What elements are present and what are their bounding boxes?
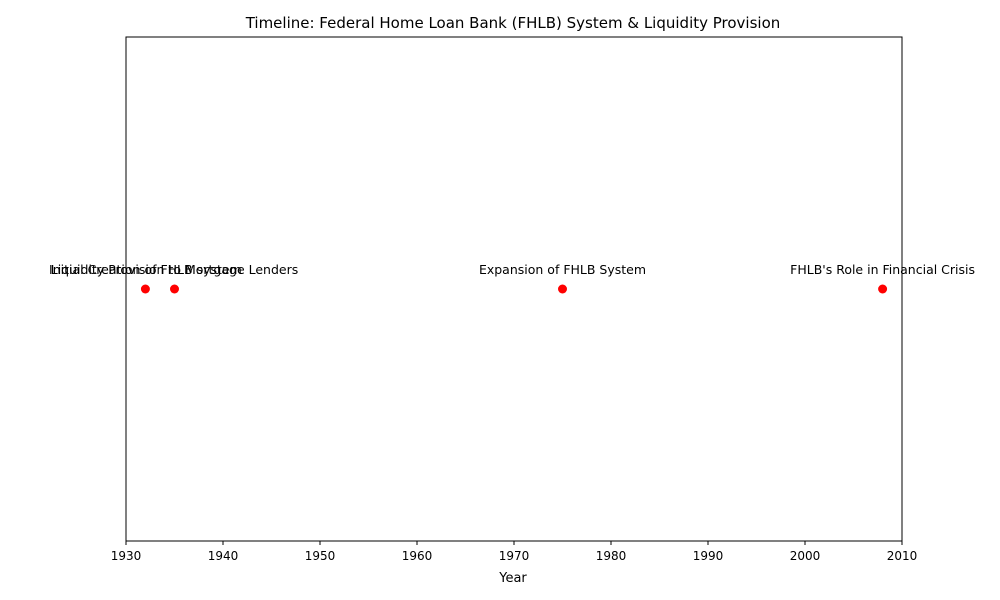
event-marker — [140, 284, 150, 294]
event-label: FHLB's Role in Financial Crisis — [790, 262, 975, 277]
x-tick-label: 2010 — [887, 549, 918, 563]
x-tick-label: 1980 — [596, 549, 627, 563]
event-labels: Initial Creation of FHLB systemLiquidity… — [49, 262, 975, 277]
event-markers — [140, 284, 888, 294]
x-tick-label: 1970 — [499, 549, 530, 563]
x-axis-ticks: 1930 1940 1950 1960 1970 1980 1990 2000 2010 — [111, 541, 918, 563]
x-tick-label: 1930 — [111, 549, 142, 563]
x-tick-label: 1940 — [208, 549, 239, 563]
x-tick-label: 1960 — [402, 549, 433, 563]
x-tick-label: 1990 — [693, 549, 724, 563]
event-label: Initial Creation of FHLB system — [49, 262, 242, 277]
event-marker — [878, 284, 888, 294]
plot-area — [125, 36, 903, 542]
event-label: Expansion of FHLB System — [479, 262, 646, 277]
event-label: Liquidity Provision to Mortgage Lenders — [51, 262, 299, 277]
chart-title: Timeline: Federal Home Loan Bank (FHLB) … — [245, 14, 781, 32]
event-marker — [558, 284, 567, 294]
x-axis-label: Year — [498, 571, 527, 586]
x-tick-label: 1950 — [305, 549, 336, 563]
x-tick-label: 2000 — [790, 549, 821, 563]
event-marker — [170, 284, 179, 294]
